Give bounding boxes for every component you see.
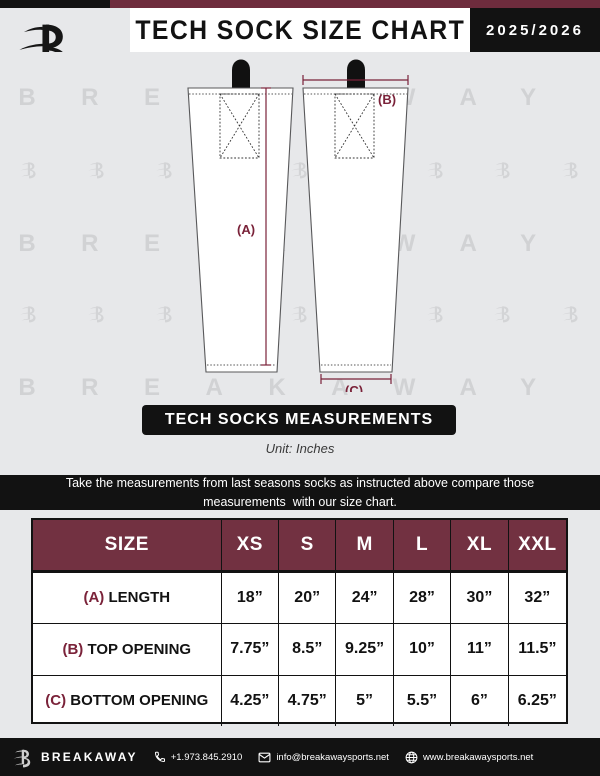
svg-text:(C): (C) — [345, 383, 363, 392]
svg-text:(B): (B) — [378, 92, 396, 107]
svg-text:(A): (A) — [237, 222, 255, 237]
